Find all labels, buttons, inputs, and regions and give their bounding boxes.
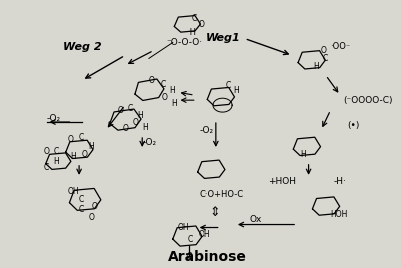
- Text: Weg 2: Weg 2: [63, 42, 101, 53]
- Text: HOH: HOH: [330, 210, 348, 219]
- Text: H: H: [300, 150, 306, 159]
- Text: Ox: Ox: [249, 215, 262, 224]
- Text: OH: OH: [68, 187, 79, 196]
- Text: C: C: [53, 147, 59, 157]
- Text: H: H: [171, 99, 177, 108]
- Text: O: O: [82, 150, 88, 159]
- Text: C: C: [128, 104, 133, 113]
- Text: OH: OH: [198, 230, 210, 239]
- Text: O: O: [123, 124, 129, 133]
- Text: H: H: [138, 111, 143, 120]
- Text: -O₂: -O₂: [47, 114, 61, 122]
- Text: H: H: [233, 86, 239, 95]
- Text: H: H: [313, 62, 319, 71]
- Text: C: C: [160, 80, 166, 89]
- Text: ·H: ·H: [187, 28, 196, 37]
- Text: H: H: [53, 157, 59, 166]
- Text: Weg1: Weg1: [206, 34, 241, 43]
- Text: H: H: [89, 142, 94, 151]
- Text: C: C: [79, 205, 84, 214]
- Text: O: O: [44, 147, 50, 157]
- Text: C·O+HO-C: C·O+HO-C: [200, 190, 244, 199]
- Text: C: C: [44, 163, 49, 172]
- Text: O: O: [186, 252, 192, 261]
- Text: ·OO⁻: ·OO⁻: [330, 42, 350, 51]
- Text: O: O: [198, 20, 205, 29]
- Text: C: C: [187, 235, 192, 244]
- Text: C: C: [192, 14, 197, 23]
- Text: +HOH: +HOH: [268, 177, 296, 186]
- Text: O: O: [89, 213, 95, 222]
- Text: O: O: [68, 135, 73, 144]
- Text: (⁻OOOO-C): (⁻OOOO-C): [343, 96, 393, 105]
- Text: C: C: [79, 133, 84, 143]
- Text: H: H: [142, 122, 148, 132]
- Text: ⇕: ⇕: [209, 206, 220, 219]
- Text: H: H: [71, 152, 76, 161]
- Text: C: C: [79, 195, 84, 204]
- Text: -H·: -H·: [334, 177, 346, 186]
- Text: C: C: [323, 54, 328, 63]
- Text: O: O: [117, 106, 123, 115]
- Text: Arabinose: Arabinose: [168, 250, 247, 264]
- Text: (•): (•): [347, 121, 359, 129]
- Text: C: C: [225, 81, 231, 90]
- Text: O: O: [133, 118, 138, 126]
- Text: OH: OH: [178, 223, 189, 232]
- Text: ⁻O-O-O·: ⁻O-O-O·: [166, 38, 202, 47]
- Text: -O₂: -O₂: [200, 125, 214, 135]
- Text: O: O: [321, 46, 327, 55]
- Text: O: O: [161, 93, 167, 102]
- Text: O: O: [91, 202, 97, 211]
- Text: -O₂: -O₂: [142, 139, 156, 147]
- Text: O: O: [149, 76, 155, 85]
- Text: H: H: [169, 86, 175, 95]
